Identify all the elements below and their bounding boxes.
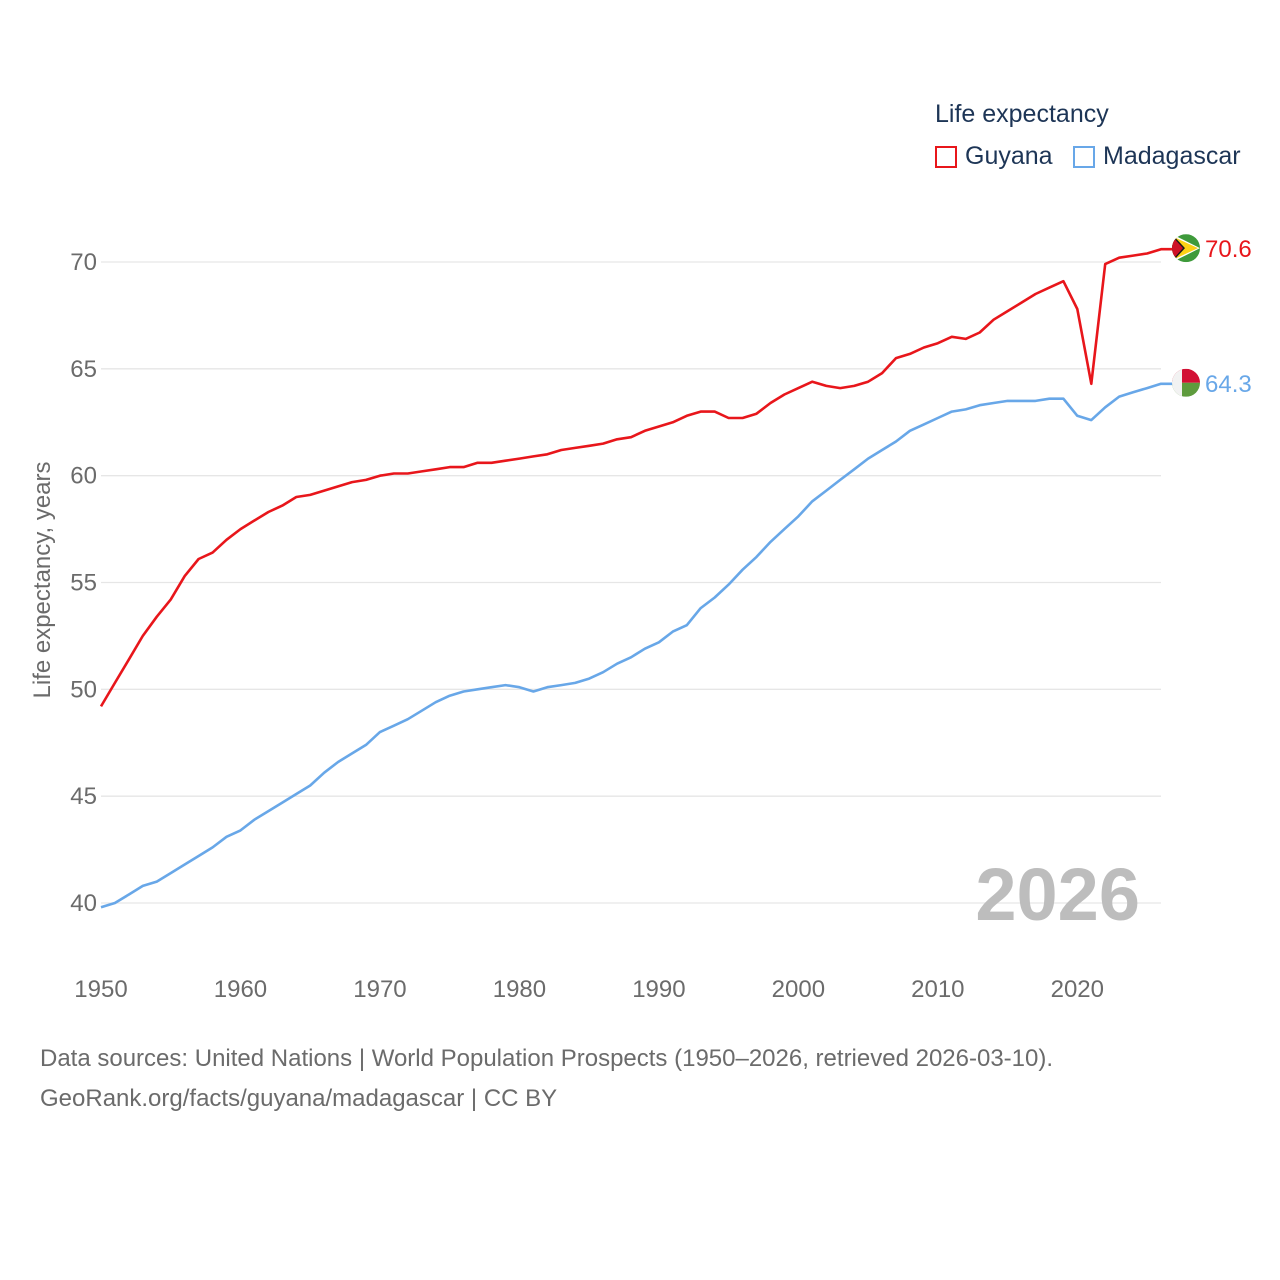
y-tick-label-60: 60 — [70, 463, 97, 490]
x-tick-label-1980: 1980 — [493, 976, 546, 1003]
x-tick-label-1960: 1960 — [214, 976, 267, 1003]
footer-sources: Data sources: United Nations | World Pop… — [40, 1045, 1054, 1072]
legend-swatch-madagascar — [1073, 145, 1095, 168]
legend-item-guyana[interactable]: Guyana — [935, 142, 1053, 171]
series-lines — [99, 247, 1173, 909]
end-value-label-madagascar: 64.3 — [1205, 371, 1252, 398]
footer-credit[interactable]: GeoRank.org/facts/guyana/madagascar | CC… — [40, 1085, 558, 1112]
y-axis-label: Life expectancy, years — [29, 461, 56, 698]
grid-lines — [101, 261, 1161, 904]
guyana-flag-icon — [1172, 234, 1200, 263]
y-tick-label-55: 55 — [70, 570, 97, 597]
year-watermark: 2026 — [975, 853, 1140, 936]
x-tick-label-1990: 1990 — [632, 976, 685, 1003]
legend-swatch-guyana — [935, 145, 957, 168]
legend-label-guyana: Guyana — [965, 142, 1053, 170]
y-tick-label-40: 40 — [70, 890, 97, 917]
x-tick-label-2020: 2020 — [1051, 976, 1104, 1003]
y-tick-label-65: 65 — [70, 356, 97, 383]
legend-title: Life expectancy — [935, 100, 1109, 128]
x-tick-label-1950: 1950 — [74, 976, 127, 1003]
legend-label-madagascar: Madagascar — [1103, 142, 1241, 170]
y-axis-tick-labels: 40 45 50 55 60 65 70 — [70, 249, 97, 917]
series-end-markers: 70.6 64.3 — [1172, 234, 1252, 398]
y-tick-label-45: 45 — [70, 783, 97, 810]
series-line-madagascar — [100, 382, 1173, 909]
y-tick-label-50: 50 — [70, 676, 97, 703]
series-line-guyana — [99, 247, 1173, 708]
x-axis-tick-labels: 1950 1960 1970 1980 1990 2000 2010 2020 — [74, 976, 1104, 1003]
madagascar-flag-icon — [1172, 368, 1200, 397]
y-tick-label-70: 70 — [70, 249, 97, 276]
x-tick-label-2010: 2010 — [911, 976, 964, 1003]
end-value-label-guyana: 70.6 — [1205, 236, 1252, 263]
x-tick-label-2000: 2000 — [772, 976, 825, 1003]
legend-item-madagascar[interactable]: Madagascar — [1073, 142, 1241, 171]
x-tick-label-1970: 1970 — [353, 976, 406, 1003]
